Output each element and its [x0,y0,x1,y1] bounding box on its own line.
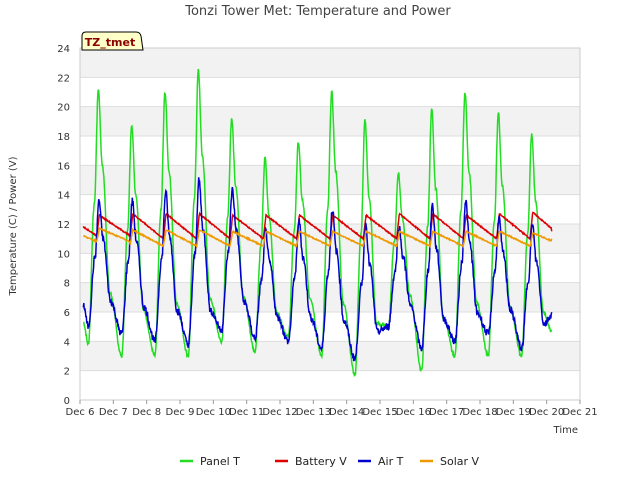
x-tick-label: Dec 16 [396,407,431,418]
y-tick-label: 18 [57,132,70,143]
badge-shape [81,31,144,51]
legend-item-solar-v: Solar V [420,455,480,468]
grid-band [80,370,580,400]
y-tick-label: 2 [64,367,70,378]
x-tick-label: Dec 7 [99,407,128,418]
x-tick-label: Dec 10 [196,407,231,418]
x-tick-label: Dec 17 [429,407,464,418]
station-badge: TZ_tmet [81,31,144,51]
y-axis-label: Temperature (C) / Power (V) [8,156,19,296]
grid-band [80,282,580,312]
legend-label: Solar V [440,455,480,468]
x-tick-label: Dec 18 [462,407,497,418]
x-tick-label: Dec 14 [329,407,364,418]
solar-v-line [83,227,553,249]
legend-item-panel-t: Panel T [180,455,240,468]
x-tick-label: Dec 15 [362,407,397,418]
y-tick-label: 0 [64,396,70,407]
y-tick-label: 22 [57,73,70,84]
grid-band [80,165,580,195]
legend-label: Air T [378,455,404,468]
plot-frame [79,47,581,401]
legend-label: Panel T [200,455,240,468]
y-tick-label: 20 [57,103,70,114]
legend-label: Battery V [295,455,347,468]
x-tick-label: Dec 21 [562,407,597,418]
x-tick-label: Dec 9 [166,407,195,418]
grid-band [80,77,580,107]
x-tick-label: Dec 12 [262,407,297,418]
y-tick-label: 4 [64,337,70,348]
air-t-line [82,177,553,362]
legend: Panel T Battery V Air T Solar V [180,455,480,468]
x-axis-label: Time [553,425,578,436]
x-tick-label: Dec 13 [296,407,331,418]
series-layer [82,68,553,377]
chart-title: Tonzi Tower Met: Temperature and Power [184,4,451,19]
x-tick-label: Dec 11 [229,407,264,418]
x-tick-label: Dec 6 [66,407,95,418]
badge-label: TZ_tmet [85,36,135,49]
x-tick-label: Dec 20 [529,407,564,418]
y-tick-label: 16 [57,161,70,172]
x-tick-label: Dec 8 [132,407,161,418]
grid-band [80,312,580,342]
y-tick-label: 6 [64,308,70,319]
legend-item-battery-v: Battery V [275,455,347,468]
y-tick-label: 12 [57,220,70,231]
grid-band [80,341,580,371]
y-tick-label: 14 [57,191,70,202]
grid-band [80,48,580,78]
battery-v-line [82,211,553,242]
y-tick-label: 10 [57,249,70,260]
y-tick-label: 8 [64,279,70,290]
legend-item-air-t: Air T [358,455,404,468]
y-tick-label: 24 [57,44,70,55]
x-tick-label: Dec 19 [496,407,531,418]
